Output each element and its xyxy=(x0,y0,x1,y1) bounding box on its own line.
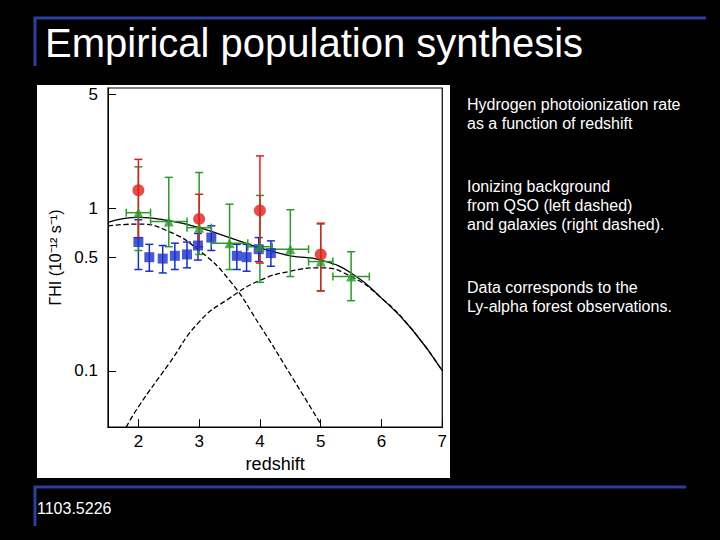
svg-text:redshift: redshift xyxy=(246,454,305,474)
svg-text:4: 4 xyxy=(255,432,264,451)
html-text:Hydrogen photoionization rate: Hydrogen photoionization rate xyxy=(467,96,681,113)
svg-text:5: 5 xyxy=(316,432,325,451)
html-text:Ionizing background: Ionizing background xyxy=(467,178,611,195)
svg-text:2: 2 xyxy=(134,432,143,451)
svg-text:0.1: 0.1 xyxy=(74,361,98,380)
svg-text:7: 7 xyxy=(438,432,447,451)
html-text:Empirical population synthesis: Empirical population synthesis xyxy=(45,21,583,65)
svg-text:3: 3 xyxy=(194,432,203,451)
svg-text:0.5: 0.5 xyxy=(74,248,98,267)
html-text:and galaxies (right dashed).: and galaxies (right dashed). xyxy=(467,216,665,233)
svg-text:1: 1 xyxy=(89,199,98,218)
html-text:as a function of redshift: as a function of redshift xyxy=(467,115,633,132)
html-text:1103.5226: 1103.5226 xyxy=(37,500,112,517)
svg-text:ΓHI (10⁻¹² s⁻¹): ΓHI (10⁻¹² s⁻¹) xyxy=(47,209,64,305)
html-text:Data corresponds to the: Data corresponds to the xyxy=(467,279,638,296)
svg-text:6: 6 xyxy=(377,432,386,451)
svg-text:5: 5 xyxy=(89,85,98,104)
html-text:Ly-alpha forest observations.: Ly-alpha forest observations. xyxy=(467,298,672,315)
html-text:from QSO (left dashed): from QSO (left dashed) xyxy=(467,197,633,214)
